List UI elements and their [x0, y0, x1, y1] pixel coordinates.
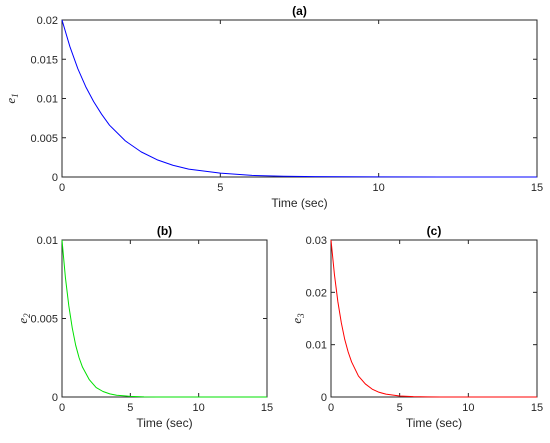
x-tick-label: 0	[59, 402, 65, 414]
chart-c: 0 5 10 15 0 0.01 0.02 0.03 (c) Time (sec) e3	[289, 224, 543, 430]
y-axis-label: e3	[289, 313, 306, 324]
x-tick-label: 15	[531, 402, 543, 414]
chart-title: (b)	[157, 224, 172, 238]
x-axis-label: Time (sec)	[271, 196, 327, 210]
x-tick-label: 0	[328, 402, 334, 414]
y-tick-label: 0.005	[30, 133, 58, 145]
y-axis-label: e2	[15, 313, 32, 324]
y-tick-label: 0.015	[30, 54, 58, 66]
y-tick-label: 0.03	[306, 235, 327, 247]
chart-title: (c)	[427, 224, 442, 238]
x-axis-label: Time (sec)	[136, 416, 192, 430]
series-line-b	[61, 239, 267, 398]
y-tick-label: 0	[321, 392, 327, 404]
y-axis-label-subscript: 2	[22, 313, 32, 318]
y-tick-label: 0.01	[306, 340, 327, 352]
y-tick-label: 0.01	[37, 94, 58, 106]
x-tick-label: 10	[373, 182, 385, 194]
y-tick-label: 0.02	[306, 287, 327, 299]
x-tick-label: 10	[193, 402, 205, 414]
x-axis-label: Time (sec)	[406, 416, 462, 430]
y-tick-label: 0	[52, 172, 58, 184]
y-axis-label-symbol: e	[289, 318, 304, 324]
y-axis-label: e1	[3, 93, 20, 103]
y-axis-label-subscript: 3	[296, 313, 306, 319]
chart-b: 0 5 10 15 0 0.005 0.01 (b) Time (sec) e2	[15, 224, 273, 430]
y-axis-label-subscript: 1	[10, 93, 20, 98]
x-tick-label: 0	[59, 182, 65, 194]
x-tick-label: 15	[261, 402, 273, 414]
plot-frame	[61, 239, 268, 398]
y-tick-label: 0.005	[30, 314, 58, 326]
y-axis-label-symbol: e	[15, 318, 30, 324]
chart-title: (a)	[292, 4, 307, 18]
y-axis-label-symbol: e	[3, 98, 18, 104]
plot-frame	[61, 19, 538, 178]
x-tick-label: 5	[127, 402, 133, 414]
plot-frame	[330, 239, 538, 398]
y-tick-label: 0.01	[37, 235, 58, 247]
y-tick-label: 0	[52, 392, 58, 404]
chart-a: 0 5 10 15 0 0.005 0.01 0.015 0.02 (a) Time (sec) e1	[3, 4, 543, 210]
series-line-a	[61, 19, 537, 178]
x-tick-label: 5	[397, 402, 403, 414]
x-tick-label: 10	[462, 402, 474, 414]
series-line-c	[330, 239, 537, 398]
x-tick-label: 15	[531, 182, 543, 194]
x-tick-label: 5	[217, 182, 223, 194]
y-tick-label: 0.02	[37, 15, 58, 27]
